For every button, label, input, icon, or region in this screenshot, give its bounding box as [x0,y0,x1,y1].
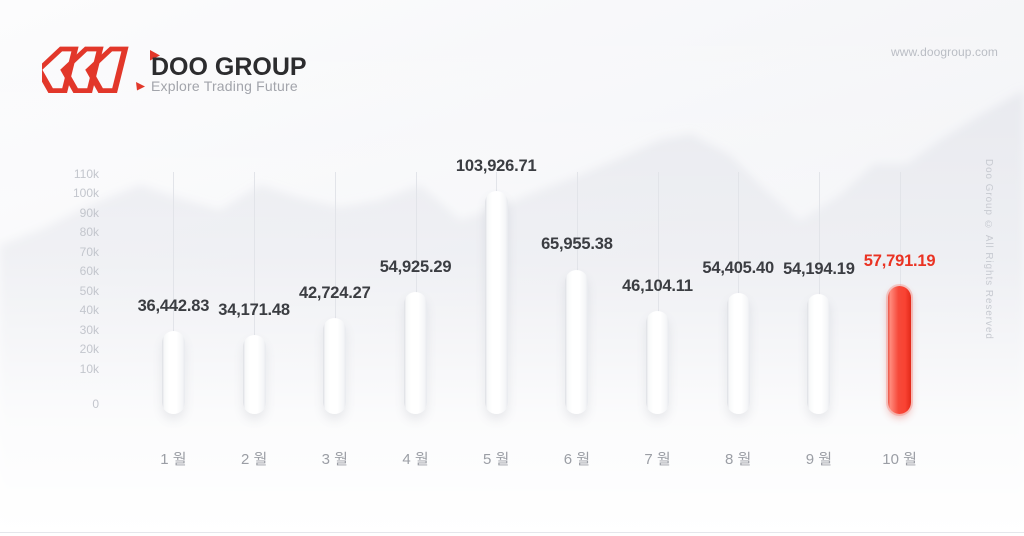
svg-text:DOO GROUP: DOO GROUP [151,53,307,81]
svg-text:Explore Trading Future: Explore Trading Future [151,78,298,94]
